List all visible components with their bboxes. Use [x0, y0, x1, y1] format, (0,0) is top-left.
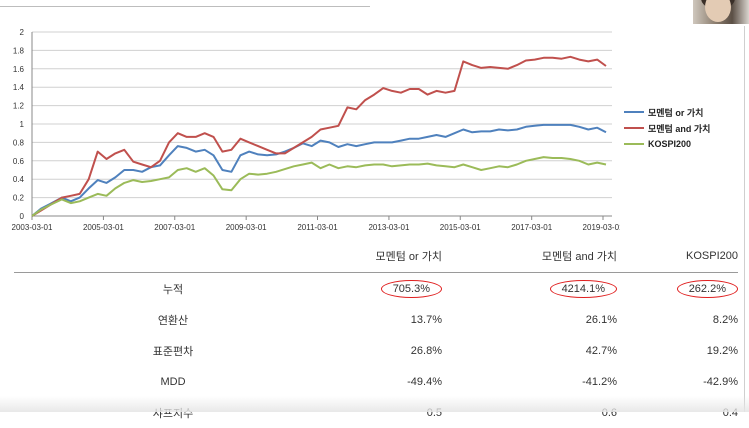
x-tick-label: 2019-03-01: [583, 223, 620, 232]
legend-swatch-green: [624, 143, 644, 145]
table-row: MDD -49.4% -41.2% -42.9%: [14, 366, 738, 397]
x-tick-label: 2009-03-01: [226, 223, 267, 232]
cell-mdd-kospi: -42.9%: [703, 375, 738, 388]
cell-cumulative-kospi: 262.2%: [617, 272, 738, 304]
row-label-stddev: 표준편차: [152, 345, 194, 358]
legend-label-kospi200: KOSPI200: [648, 139, 692, 149]
x-tick-label: 2013-03-01: [368, 223, 409, 232]
circled-value: 262.2%: [676, 279, 738, 298]
y-tick-label: 1.4: [13, 83, 25, 92]
cumulative-return-chart: 0 0.2 0.4 0.6 0.8 1 1.2 1.4 1.6 1.8 2 2003-03-01 200…: [12, 28, 620, 232]
y-tick-label: 0.8: [13, 138, 25, 147]
cell-cumulative-or: 705.3%: [332, 272, 442, 304]
y-tick-label: 1.6: [13, 65, 25, 74]
legend-item-kospi200: KOSPI200: [624, 136, 710, 152]
x-tick-label: 2003-03-01: [12, 223, 53, 232]
slide-top-rule: [0, 6, 370, 7]
x-tick-label: 2017-03-01: [511, 223, 552, 232]
y-tick-label: 0.4: [13, 175, 25, 184]
legend-swatch-blue: [624, 111, 644, 113]
cell-cumulative-and: 4214.1%: [442, 272, 617, 304]
circled-value: 4214.1%: [549, 279, 617, 298]
legend-item-momentum-or-value: 모멘텀 or 가치: [624, 104, 710, 120]
webcam-thumbnail: [693, 0, 749, 24]
table-header-momentum-or-value: 모멘텀 or 가치: [332, 239, 442, 273]
row-label-cumulative: 누적: [14, 272, 332, 304]
legend-label-momentum-and-value: 모멘텀 and 가치: [648, 123, 711, 134]
circled-value: 705.3%: [380, 279, 442, 298]
row-label-annualized: 연환산: [157, 314, 189, 327]
cell-annualized-or: 13.7%: [410, 313, 442, 326]
row-label-mdd: MDD: [160, 375, 186, 388]
y-tick-label: 0.2: [13, 194, 25, 203]
x-tick-label: 2011-03-01: [297, 223, 338, 232]
x-tick-label: 2007-03-01: [154, 223, 195, 232]
slide-right-rule: [744, 26, 745, 412]
x-tick-label: 2005-03-01: [83, 223, 124, 232]
series-line-1: [31, 55, 607, 217]
table-header-row: 모멘텀 or 가치 모멘텀 and 가치 KOSPI200: [14, 239, 738, 273]
y-tick-label: 0: [20, 212, 25, 221]
webcam-person-face: [705, 0, 731, 22]
table-header-kospi200: KOSPI200: [617, 239, 738, 273]
bottom-fade-overlay: [0, 396, 749, 412]
table-row: 표준편차 26.8% 42.7% 19.2%: [14, 335, 738, 366]
cell-stddev-or: 26.8%: [410, 344, 442, 357]
cell-annualized-kospi: 8.2%: [712, 313, 738, 326]
y-tick-label: 2: [20, 28, 25, 37]
y-tick-label: 1: [20, 120, 25, 129]
table-row: 누적 705.3% 4214.1% 262.2%: [14, 272, 738, 304]
table-header-momentum-and-value: 모멘텀 and 가치: [442, 239, 617, 273]
x-tick-label: 2015-03-01: [440, 223, 481, 232]
series-line-0: [31, 123, 607, 217]
cell-stddev-and: 42.7%: [585, 344, 617, 357]
y-tick-label: 0.6: [13, 157, 25, 166]
legend-item-momentum-and-value: 모멘텀 and 가치: [624, 120, 710, 136]
series-line-2: [31, 156, 607, 217]
cell-stddev-kospi: 19.2%: [706, 344, 738, 357]
legend-label-momentum-or-value: 모멘텀 or 가치: [648, 107, 704, 118]
y-tick-label: 1.8: [13, 46, 25, 55]
legend-swatch-red: [624, 127, 644, 129]
performance-stats-table: 모멘텀 or 가치 모멘텀 and 가치 KOSPI200 누적 705.3% …: [14, 239, 738, 428]
table-header-blank: [14, 239, 332, 273]
table-row: 연환산 13.7% 26.1% 8.2%: [14, 304, 738, 335]
chart-legend: 모멘텀 or 가치 모멘텀 and 가치 KOSPI200: [624, 104, 710, 152]
cell-mdd-and: -41.2%: [582, 375, 617, 388]
cell-mdd-or: -49.4%: [407, 375, 442, 388]
cell-annualized-and: 26.1%: [585, 313, 617, 326]
y-tick-label: 1.2: [13, 102, 25, 111]
